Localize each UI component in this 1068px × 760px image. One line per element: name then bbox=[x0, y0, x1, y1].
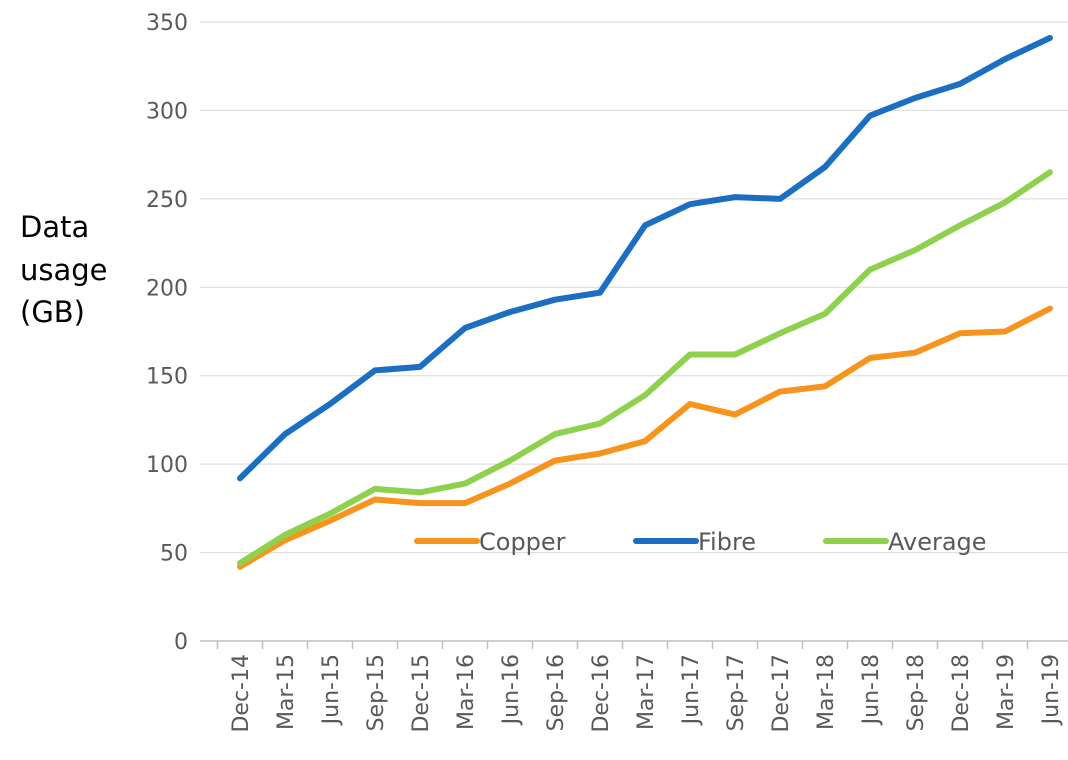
x-tick-label: Jun-15 bbox=[319, 654, 344, 726]
y-axis-label-line: Data bbox=[20, 210, 89, 244]
x-tick-label: Jun-16 bbox=[499, 654, 524, 726]
y-tick-label: 0 bbox=[174, 630, 188, 655]
x-tick-label: Sep-16 bbox=[544, 654, 569, 731]
x-tick-label: Dec-17 bbox=[769, 654, 794, 733]
series-line-average bbox=[237, 169, 1053, 567]
y-tick-label: 100 bbox=[146, 453, 188, 478]
legend-label: Average bbox=[888, 528, 987, 556]
x-tick-label: Dec-18 bbox=[949, 654, 974, 733]
x-tick-label: Jun-18 bbox=[859, 654, 884, 726]
x-tick-label: Mar-15 bbox=[274, 654, 299, 730]
series-lines bbox=[237, 34, 1053, 570]
x-tick-label: Mar-19 bbox=[994, 654, 1019, 730]
x-tick-label: Mar-17 bbox=[634, 654, 659, 730]
y-axis-label-line: (GB) bbox=[20, 295, 85, 329]
y-tick-label: 200 bbox=[146, 276, 188, 301]
series-line-fibre bbox=[237, 34, 1053, 482]
legend-label: Fibre bbox=[698, 528, 756, 556]
x-tick-label: Sep-17 bbox=[724, 654, 749, 731]
x-tick-label: Jun-17 bbox=[679, 654, 704, 726]
y-tick-label: 50 bbox=[160, 542, 188, 567]
y-tick-label: 350 bbox=[146, 11, 188, 36]
legend-label: Copper bbox=[479, 528, 566, 556]
x-tick-label: Dec-16 bbox=[589, 654, 614, 733]
legend: Copper Fibre Average bbox=[414, 528, 987, 556]
x-tick-label: Sep-15 bbox=[364, 654, 389, 731]
y-tick-label: 250 bbox=[146, 188, 188, 213]
y-tick-labels: 0 50 100 150 200 250 300 350 bbox=[146, 11, 188, 655]
series-line-copper bbox=[237, 305, 1053, 570]
x-tick-label: Dec-14 bbox=[229, 654, 254, 733]
y-tick-label: 300 bbox=[146, 99, 188, 124]
y-axis-label-line: usage bbox=[20, 253, 108, 287]
y-tick-label: 150 bbox=[146, 365, 188, 390]
x-tick-label: Sep-18 bbox=[904, 654, 929, 731]
x-tick-label: Mar-18 bbox=[814, 654, 839, 730]
x-tick-label: Jun-19 bbox=[1039, 654, 1064, 726]
x-tick-label: Dec-15 bbox=[409, 654, 434, 733]
y-axis-label: Data usage (GB) bbox=[20, 210, 108, 329]
x-tick-label: Mar-16 bbox=[454, 654, 479, 730]
gridlines bbox=[200, 21, 1068, 554]
x-axis: Dec-14 Mar-15 Jun-15 Sep-15 Dec-15 Mar-16 Jun-… bbox=[200, 640, 1068, 733]
